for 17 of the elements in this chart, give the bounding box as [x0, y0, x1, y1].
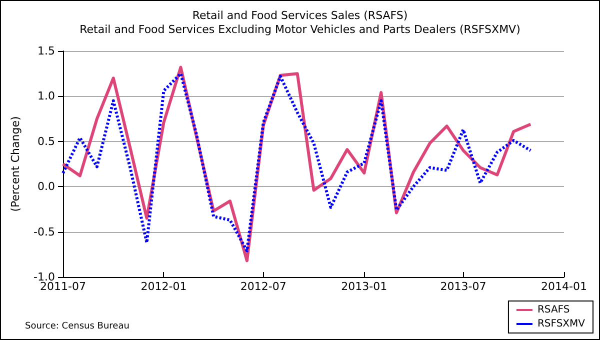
legend-label: RSFSXMV [537, 318, 586, 330]
chart-title: Retail and Food Services Sales (RSAFS) [192, 9, 408, 22]
chart-subtitle: Retail and Food Services Excluding Motor Vehicles and Parts Dealers (RSFSXMV) [80, 23, 520, 36]
legend-label: RSAFS [537, 304, 570, 316]
x-tick-label: 2013-01 [341, 280, 388, 293]
y-axis-title: (Percent Change) [9, 116, 22, 212]
x-tick-label: 2011-07 [40, 280, 86, 293]
x-tick-label: 2012-01 [140, 280, 187, 293]
y-tick-label: 1.5 [38, 44, 55, 58]
source-note: Source: Census Bureau [25, 322, 130, 332]
y-tick-label: -0.5 [34, 225, 55, 238]
x-tick-label: 2013-07 [440, 280, 486, 293]
x-tick-label: 2014-01 [541, 280, 587, 293]
y-tick-label: 1.0 [38, 90, 55, 103]
x-tick-label: 2012-07 [240, 280, 286, 293]
y-tick-label: 0.5 [38, 134, 55, 148]
y-tick-label: 0.0 [38, 180, 55, 194]
